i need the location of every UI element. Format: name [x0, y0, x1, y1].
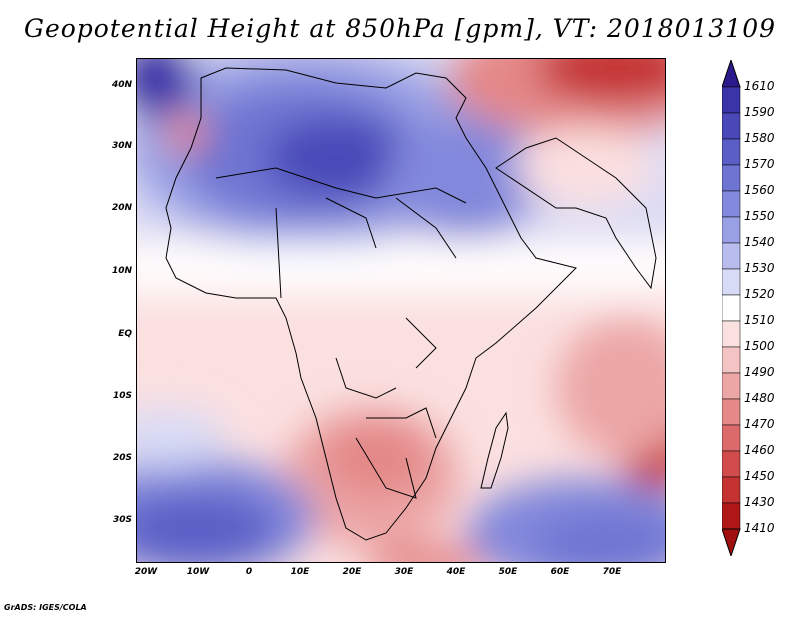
- lon-label-60e: 60E: [550, 567, 570, 577]
- colorbar-swatch: [722, 268, 741, 296]
- colorbar-label: 1530: [744, 261, 775, 275]
- lon-label-20w: 20W: [134, 567, 158, 577]
- lon-label-10w: 10W: [186, 567, 210, 577]
- colorbar-label: 1550: [744, 209, 775, 223]
- footer-credit: GrADS: IGES/COLA: [4, 603, 87, 612]
- chart-title: Geopotential Height at 850hPa [gpm], VT:…: [23, 14, 777, 43]
- lat-label-40n: 40N: [111, 80, 132, 90]
- colorbar-label: 1430: [744, 495, 775, 509]
- colorbar-swatch: [722, 242, 741, 270]
- colorbar-label: 1470: [744, 417, 775, 431]
- colorbar-swatch: [722, 476, 741, 504]
- geopotential-height-map: [136, 58, 666, 563]
- colorbar-swatch: [722, 450, 741, 478]
- lon-label-70e: 70E: [602, 567, 622, 577]
- colorbar-label: 1560: [744, 183, 775, 197]
- lon-label-10e: 10E: [290, 567, 310, 577]
- colorbar: [722, 60, 741, 556]
- colorbar-swatch: [722, 86, 741, 114]
- colorbar-swatch: [722, 216, 741, 244]
- colorbar-swatch: [722, 138, 741, 166]
- map-panel: [136, 58, 666, 563]
- lon-label-0: 0: [245, 567, 253, 577]
- colorbar-swatch: [722, 164, 741, 192]
- colorbar-swatch: [722, 502, 741, 530]
- colorbar-label: 1540: [744, 235, 775, 249]
- colorbar-bottom-triangle: [722, 528, 741, 556]
- colorbar-label: 1480: [744, 391, 775, 405]
- colorbar-label: 1610: [744, 79, 775, 93]
- lat-label-20s: 20S: [112, 453, 132, 463]
- lon-label-30e: 30E: [394, 567, 414, 577]
- lat-label-30s: 30S: [112, 515, 132, 525]
- colorbar-label: 1590: [744, 105, 775, 119]
- colorbar-swatch: [722, 294, 741, 322]
- lon-label-40e: 40E: [446, 567, 466, 577]
- colorbar-label: 1580: [744, 131, 775, 145]
- lat-label-10n: 10N: [111, 266, 132, 276]
- lon-label-20e: 20E: [342, 567, 362, 577]
- lat-label-eq: EQ: [118, 329, 132, 339]
- colorbar-swatch: [722, 398, 741, 426]
- lat-label-30n: 30N: [111, 141, 132, 151]
- colorbar-label: 1410: [744, 521, 775, 535]
- colorbar-label: 1570: [744, 157, 775, 171]
- lat-label-10s: 10S: [112, 391, 132, 401]
- colorbar-label: 1490: [744, 365, 775, 379]
- colorbar-label: 1450: [744, 469, 775, 483]
- colorbar-swatch: [722, 372, 741, 400]
- colorbar-label: 1500: [744, 339, 775, 353]
- colorbar-swatch: [722, 190, 741, 218]
- lon-label-50e: 50E: [498, 567, 518, 577]
- colorbar-swatch: [722, 320, 741, 348]
- colorbar-swatch: [722, 424, 741, 452]
- colorbar-label: 1520: [744, 287, 775, 301]
- colorbar-label: 1510: [744, 313, 775, 327]
- colorbar-swatch: [722, 112, 741, 140]
- colorbar-label: 1460: [744, 443, 775, 457]
- colorbar-top-triangle: [722, 60, 741, 88]
- lat-label-20n: 20N: [111, 203, 132, 213]
- colorbar-swatch: [722, 346, 741, 374]
